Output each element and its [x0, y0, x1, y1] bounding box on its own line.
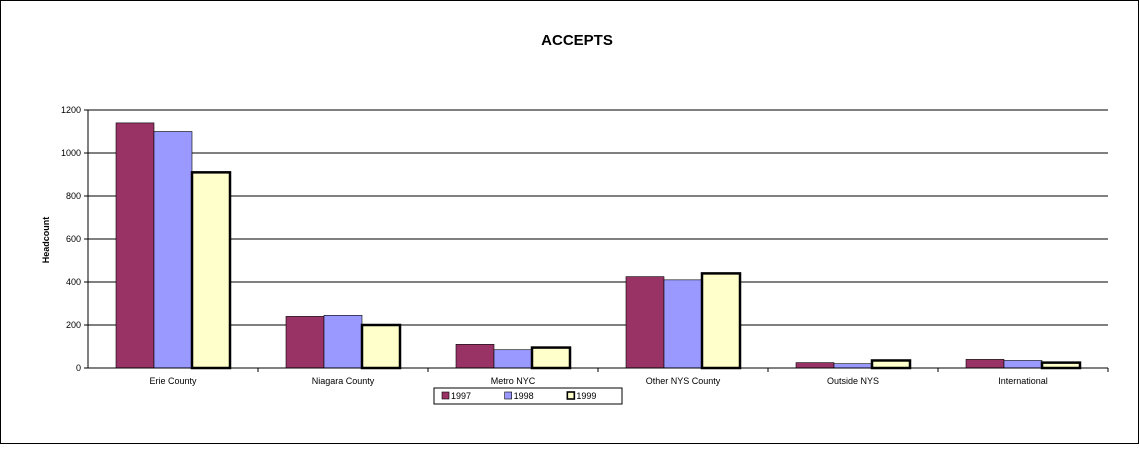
- bar-1999-0: [190, 171, 232, 370]
- x-tick-label: Outside NYS: [827, 376, 879, 386]
- legend: 1997 1998 1999: [433, 387, 623, 405]
- bar-1998-3: [663, 279, 703, 369]
- y-tick-label: 1200: [61, 105, 81, 115]
- legend-swatch-1997: [441, 391, 450, 400]
- bar-1999-4: [870, 359, 912, 370]
- x-tick-label: Niagara County: [312, 376, 375, 386]
- bar-1998-4: [833, 363, 873, 369]
- axes: 0 200 400 600 800 1000 1200 Erie County Niagara …: [61, 105, 1109, 386]
- y-tick-label: 400: [66, 277, 81, 287]
- y-tick-label: 0: [76, 363, 81, 373]
- y-tick-label: 600: [66, 234, 81, 244]
- bar-1997-5: [965, 359, 1005, 369]
- bar-1998-0: [153, 131, 193, 369]
- x-tick-label: International: [998, 376, 1048, 386]
- y-axis-label: Headcount: [41, 217, 51, 264]
- bar-1998-2: [493, 349, 533, 369]
- chart-title: ACCEPTS: [541, 32, 613, 49]
- legend-label: 1997: [451, 391, 471, 401]
- x-tick-label: Metro NYC: [491, 376, 536, 386]
- gridlines: [88, 109, 1108, 326]
- x-tick-label: Other NYS County: [646, 376, 721, 386]
- legend-label: 1999: [576, 391, 596, 401]
- y-tick-label: 200: [66, 320, 81, 330]
- bar-1998-5: [1003, 360, 1043, 369]
- bar-1997-0: [115, 122, 155, 369]
- bars: [115, 122, 1082, 370]
- y-tick-label: 1000: [61, 148, 81, 158]
- bar-1997-1: [285, 316, 325, 369]
- bar-1999-2: [530, 346, 572, 370]
- bar-1999-3: [700, 272, 742, 370]
- bar-1999-1: [360, 323, 402, 370]
- bar-1998-1: [323, 315, 363, 369]
- bar-1997-4: [795, 362, 835, 369]
- bar-1999-5: [1040, 361, 1082, 370]
- y-tick-label: 800: [66, 191, 81, 201]
- legend-swatch-1999: [566, 391, 576, 400]
- x-tick-label: Erie County: [149, 376, 197, 386]
- legend-label: 1998: [514, 391, 534, 401]
- legend-swatch-1998: [504, 391, 512, 400]
- bar-1997-3: [625, 276, 665, 369]
- bar-1997-2: [455, 344, 495, 369]
